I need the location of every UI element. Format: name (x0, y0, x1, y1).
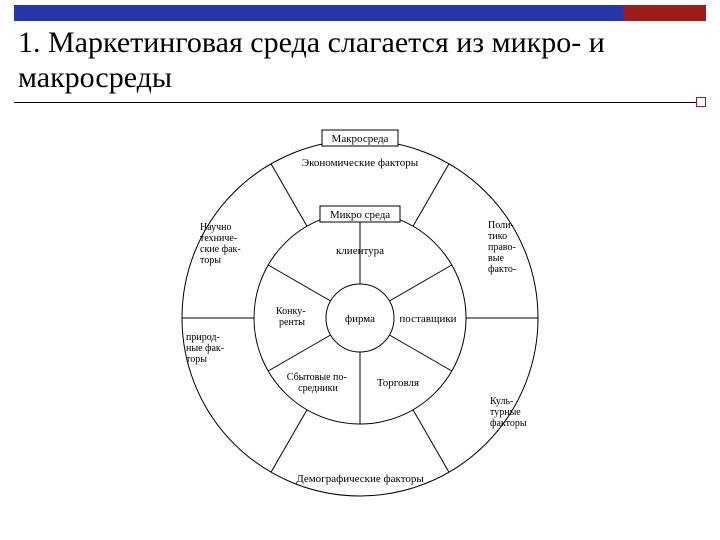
macro-title-text: Макросреда (332, 133, 389, 145)
inner-seg-2: Торговля (377, 377, 419, 389)
outer-seg-4: природ- ные фак- торы (186, 332, 227, 365)
outer-seg-3: Демографические факторы (296, 473, 424, 485)
slide-title: 1. Маркетинговая среда слагается из микр… (18, 26, 702, 95)
micro-title-text: Микро среда (330, 209, 390, 221)
inner-seg-1: поставщики (399, 313, 456, 325)
corner-square (696, 97, 706, 107)
outer-seg-1: Поли- тико право- вые факто- (488, 220, 518, 275)
outer-seg-5: Научно техниче- ские фак- торы (200, 222, 243, 266)
inner-seg-0: клиентура (336, 245, 384, 257)
slide-title-block: 1. Маркетинговая среда слагается из микр… (18, 26, 702, 95)
inner-seg-4: Конку- ренты (276, 306, 308, 328)
outer-seg-2: Куль- турные факторы (490, 396, 527, 429)
concentric-diagram: фирма Макросреда Микро среда Экономическ… (0, 118, 720, 538)
inner-seg-3: Сбытовые по- средники (287, 372, 349, 394)
header-blue (14, 5, 623, 21)
header-red (623, 5, 706, 21)
outer-seg-0: Экономические факторы (302, 157, 419, 169)
title-underline (14, 102, 706, 103)
center-label: фирма (345, 313, 375, 325)
header-bar (14, 5, 706, 21)
